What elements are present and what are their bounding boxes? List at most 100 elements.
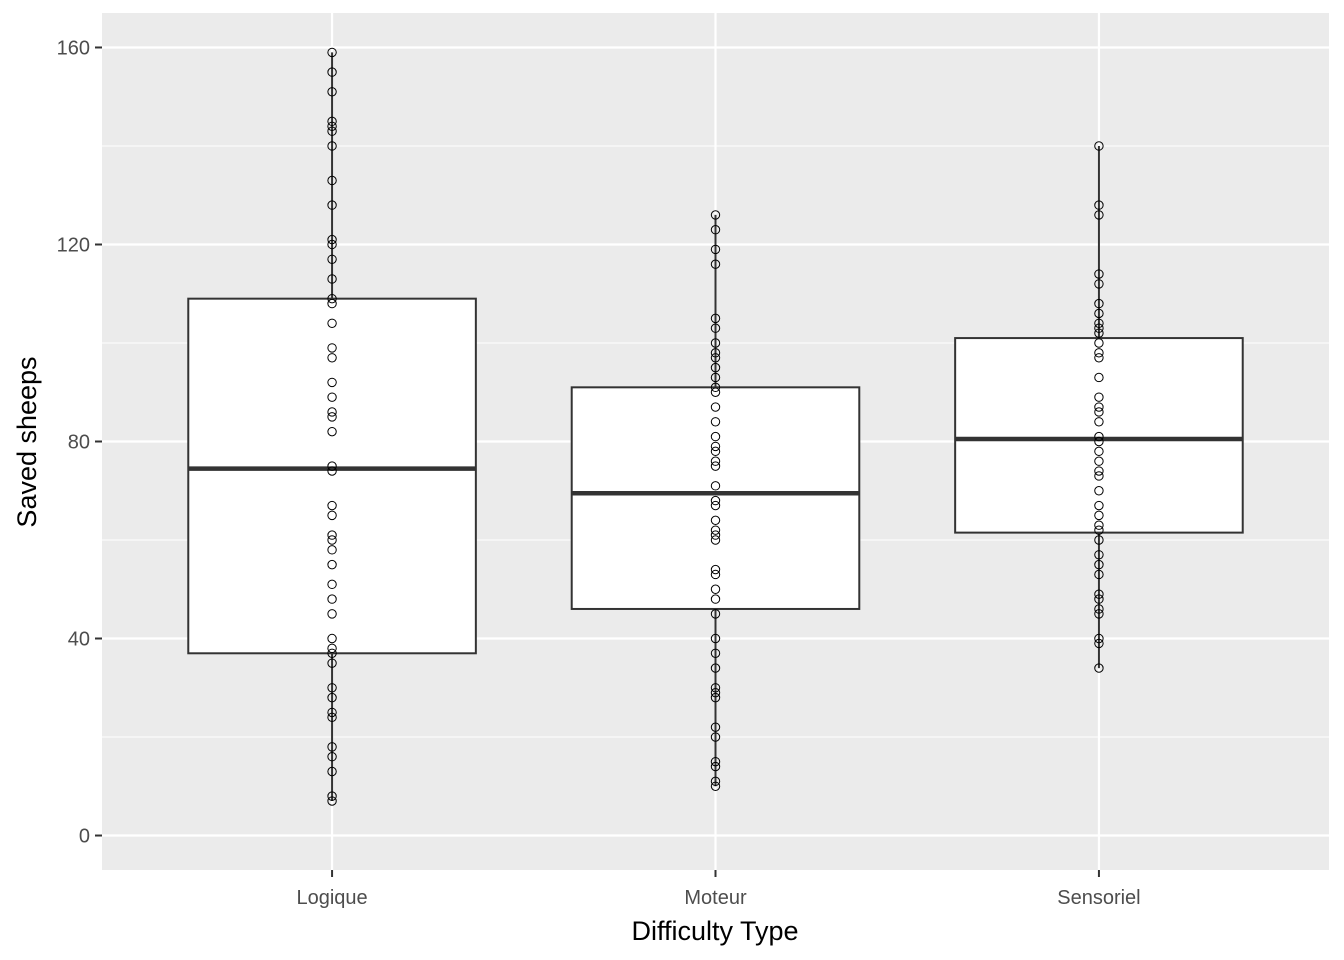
data-point <box>710 535 721 545</box>
data-point <box>327 658 337 668</box>
data-point <box>710 382 721 393</box>
data-point <box>327 594 337 604</box>
data-point <box>710 500 721 511</box>
data-point <box>1094 402 1104 412</box>
data-point <box>1094 372 1104 383</box>
data-point <box>1094 328 1104 338</box>
data-point <box>327 692 337 703</box>
data-point <box>710 776 721 787</box>
data-point <box>710 372 721 383</box>
x-tick-label: Moteur <box>684 887 747 909</box>
data-point <box>710 761 721 772</box>
data-point <box>327 742 337 752</box>
data-point <box>710 584 721 594</box>
data-point <box>327 343 337 353</box>
data-point <box>1094 298 1104 309</box>
data-point <box>1094 210 1104 220</box>
data-point <box>327 392 337 402</box>
data-point <box>1094 500 1104 511</box>
data-point <box>710 525 721 535</box>
data-point <box>710 495 721 506</box>
data-point <box>1094 407 1104 417</box>
data-point <box>327 579 337 590</box>
data-point <box>1094 550 1104 560</box>
data-point <box>327 545 337 555</box>
data-point <box>1094 141 1104 151</box>
data-point <box>327 643 337 654</box>
data-point <box>1094 436 1104 447</box>
data-point <box>710 313 721 324</box>
data-point <box>327 353 337 363</box>
data-point <box>1094 456 1104 466</box>
data-point <box>1094 200 1104 210</box>
data-point <box>1094 466 1104 476</box>
data-point <box>1094 431 1104 442</box>
data-point <box>1094 663 1104 673</box>
data-point <box>710 609 721 619</box>
data-point <box>710 338 721 348</box>
data-point <box>327 298 337 309</box>
data-point <box>1094 446 1104 457</box>
data-point <box>710 569 721 580</box>
data-point <box>710 633 721 644</box>
data-point <box>327 318 337 328</box>
box-group-sensoriel <box>954 141 1244 673</box>
data-point <box>327 200 337 210</box>
box-iqr <box>954 337 1244 534</box>
data-point <box>327 752 337 762</box>
data-point <box>1094 525 1104 535</box>
data-point <box>1094 318 1104 328</box>
data-point <box>327 126 337 136</box>
data-point <box>710 515 721 526</box>
data-point <box>327 407 337 417</box>
data-point <box>327 47 337 58</box>
data-point <box>710 417 721 427</box>
data-point <box>710 362 721 373</box>
data-point <box>710 441 721 452</box>
data-point <box>710 564 721 575</box>
data-point <box>327 175 337 186</box>
data-point <box>327 254 337 264</box>
data-point <box>327 239 337 250</box>
data-point <box>710 446 721 457</box>
data-point <box>327 535 337 545</box>
data-point <box>1094 633 1104 644</box>
data-point <box>1094 338 1104 348</box>
data-point <box>710 323 721 333</box>
data-point <box>327 712 337 723</box>
data-point <box>710 481 721 491</box>
data-point <box>710 594 721 604</box>
data-point <box>1094 353 1104 363</box>
y-axis: 0 40 80 120 160 <box>57 37 102 848</box>
data-point <box>327 559 337 570</box>
data-point <box>1094 559 1104 570</box>
data-point <box>327 791 337 801</box>
data-point <box>710 756 721 767</box>
box-group-logique <box>187 47 477 806</box>
data-point <box>327 274 337 284</box>
boxes <box>187 47 1244 806</box>
data-point <box>710 259 721 269</box>
data-point <box>327 234 337 245</box>
data-point <box>710 663 721 673</box>
data-point <box>327 466 337 476</box>
data-point <box>1094 269 1104 279</box>
data-point <box>710 530 721 540</box>
data-point <box>1094 604 1104 614</box>
data-point <box>327 377 337 388</box>
data-point <box>1094 569 1104 580</box>
y-tick-label: 160 <box>57 37 90 59</box>
data-point <box>710 387 721 397</box>
data-point <box>1094 471 1104 481</box>
x-tick-label: Logique <box>296 887 367 909</box>
data-point <box>1094 589 1104 599</box>
data-point <box>710 687 721 698</box>
x-axis: Logique Moteur Sensoriel <box>296 870 1141 909</box>
data-point <box>710 402 721 412</box>
box-iqr <box>187 297 477 655</box>
data-point <box>327 530 337 540</box>
data-point <box>327 707 337 718</box>
data-point <box>327 141 337 151</box>
data-point <box>710 692 721 703</box>
